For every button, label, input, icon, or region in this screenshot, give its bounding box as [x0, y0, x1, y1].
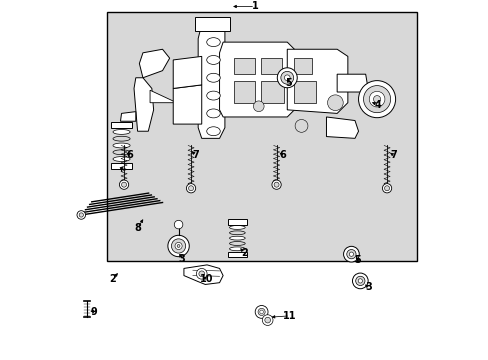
Bar [111, 163, 132, 168]
Circle shape [284, 75, 289, 81]
Circle shape [167, 235, 189, 257]
Ellipse shape [113, 157, 130, 161]
Ellipse shape [229, 242, 244, 246]
Ellipse shape [206, 73, 220, 82]
Text: 11: 11 [283, 311, 296, 321]
Text: 2: 2 [109, 274, 116, 284]
Circle shape [357, 279, 362, 283]
Text: 5: 5 [285, 78, 292, 88]
Polygon shape [194, 17, 230, 31]
Text: 6: 6 [279, 150, 286, 160]
Text: 1: 1 [251, 1, 258, 12]
Circle shape [262, 315, 272, 325]
Text: 10: 10 [200, 274, 213, 284]
Polygon shape [233, 81, 255, 103]
Polygon shape [336, 74, 366, 92]
Ellipse shape [113, 136, 130, 141]
Polygon shape [183, 265, 223, 284]
Circle shape [174, 220, 183, 229]
Bar [227, 252, 246, 257]
Circle shape [264, 317, 270, 323]
Polygon shape [173, 85, 202, 124]
Circle shape [348, 252, 353, 256]
Polygon shape [260, 58, 282, 74]
Circle shape [327, 95, 343, 111]
Ellipse shape [113, 143, 130, 148]
Circle shape [188, 186, 193, 191]
Polygon shape [120, 112, 136, 121]
Text: 8: 8 [134, 223, 141, 233]
Polygon shape [326, 117, 358, 138]
Text: 7: 7 [389, 150, 396, 160]
Circle shape [79, 213, 83, 217]
Circle shape [196, 269, 206, 279]
Polygon shape [260, 81, 283, 103]
Circle shape [355, 276, 364, 285]
Text: 2: 2 [241, 248, 247, 258]
Ellipse shape [206, 38, 220, 46]
Circle shape [273, 182, 279, 187]
Ellipse shape [229, 231, 244, 235]
Circle shape [358, 81, 395, 118]
Circle shape [122, 182, 126, 187]
Circle shape [368, 91, 384, 107]
Text: 4: 4 [374, 100, 381, 110]
Circle shape [119, 180, 128, 189]
Text: 7: 7 [192, 150, 199, 160]
Bar [111, 122, 132, 128]
Circle shape [199, 271, 204, 276]
Circle shape [253, 101, 264, 112]
Circle shape [258, 309, 264, 315]
Ellipse shape [206, 127, 220, 136]
Circle shape [171, 239, 185, 253]
Ellipse shape [229, 247, 244, 251]
Circle shape [280, 71, 293, 84]
Polygon shape [286, 49, 347, 113]
Circle shape [271, 180, 281, 189]
Circle shape [294, 120, 307, 132]
Ellipse shape [113, 130, 130, 134]
Ellipse shape [206, 109, 220, 118]
Circle shape [77, 211, 85, 219]
Circle shape [177, 244, 180, 247]
Circle shape [352, 273, 367, 289]
Ellipse shape [229, 225, 244, 229]
Circle shape [363, 86, 390, 113]
Circle shape [175, 242, 182, 249]
Text: 3: 3 [179, 254, 185, 264]
Polygon shape [294, 58, 311, 74]
Circle shape [343, 246, 359, 262]
Text: 3: 3 [365, 282, 371, 292]
Ellipse shape [113, 150, 130, 155]
Polygon shape [233, 58, 255, 74]
Circle shape [373, 96, 380, 103]
Circle shape [382, 184, 391, 193]
Ellipse shape [229, 236, 244, 240]
Circle shape [186, 184, 195, 193]
Text: 5: 5 [354, 255, 361, 265]
Polygon shape [139, 49, 169, 78]
Polygon shape [150, 90, 177, 103]
Text: 9: 9 [91, 307, 97, 317]
Polygon shape [219, 42, 294, 117]
Circle shape [277, 68, 297, 88]
Text: 6: 6 [126, 150, 133, 160]
Ellipse shape [206, 91, 220, 100]
Bar [227, 219, 246, 225]
Polygon shape [173, 57, 202, 89]
Polygon shape [294, 81, 315, 103]
Polygon shape [134, 78, 153, 131]
Polygon shape [198, 24, 224, 138]
Bar [107, 12, 416, 261]
Circle shape [259, 310, 263, 314]
Circle shape [346, 249, 355, 259]
Ellipse shape [206, 55, 220, 64]
Circle shape [255, 306, 267, 318]
Circle shape [384, 186, 389, 191]
